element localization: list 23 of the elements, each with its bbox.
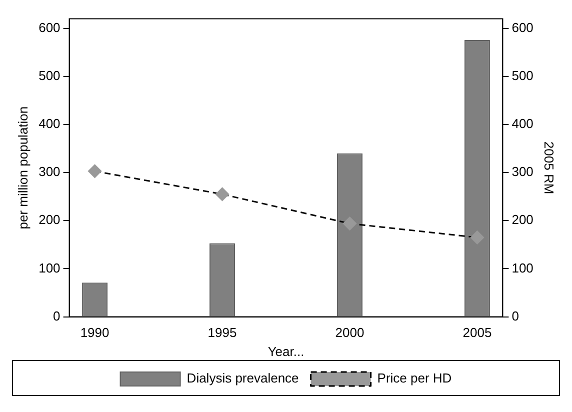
y-axis-title: per million population — [15, 106, 30, 230]
y2-axis-title: 2005 RM — [542, 141, 557, 194]
y2-tick-label: 600 — [512, 20, 534, 35]
x-tick-label: 2000 — [335, 325, 364, 340]
y2-tick-label: 0 — [512, 308, 519, 324]
legend-label: Dialysis prevalence — [186, 370, 299, 386]
x-tick-label: 1990 — [80, 325, 110, 340]
legend-label: Price per HD — [377, 370, 452, 386]
y-tick-label: 200 — [38, 212, 60, 228]
y-tick-label: 0 — [53, 308, 60, 324]
y-tick-label: 600 — [38, 20, 60, 35]
y-tick-label: 300 — [38, 164, 60, 180]
y2-tick-label: 200 — [512, 212, 534, 228]
y-tick-label: 500 — [38, 68, 60, 84]
y2-tick-label: 500 — [512, 68, 534, 84]
x-axis-title: Year... — [268, 344, 304, 359]
y-tick-label: 100 — [38, 260, 60, 276]
y-tick-label: 400 — [38, 116, 60, 132]
y2-tick-label: 100 — [512, 260, 534, 276]
x-tick-label: 1995 — [208, 325, 237, 340]
x-tick-label: 2005 — [462, 325, 492, 340]
y2-tick-label: 400 — [512, 116, 534, 132]
y2-tick-label: 300 — [512, 164, 534, 180]
